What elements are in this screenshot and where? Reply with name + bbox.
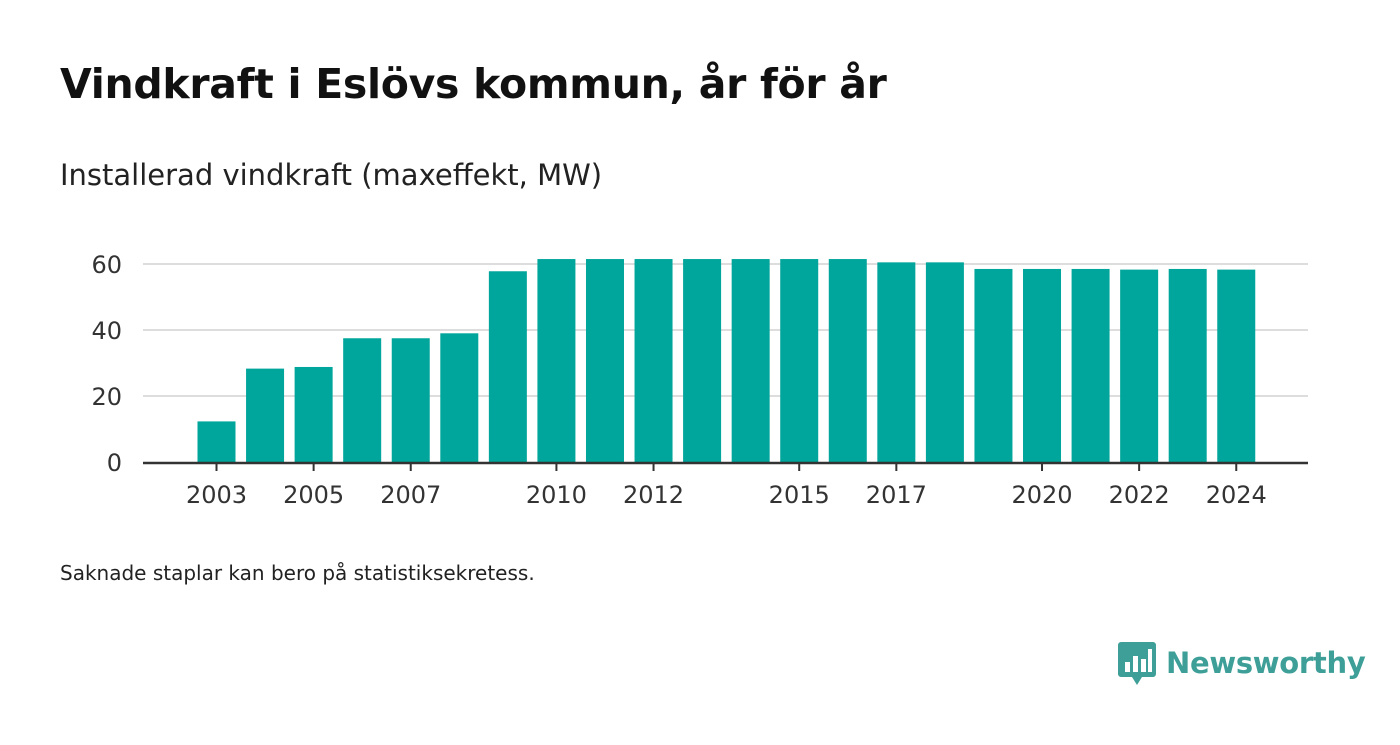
bar-2008 [440, 333, 479, 462]
bar-2012 [634, 259, 673, 462]
y-tick-labels: 0 20 40 60 [91, 251, 122, 477]
bar-2003 [197, 421, 236, 462]
bar-2009 [488, 271, 527, 462]
x-tick-label: 2022 [1109, 481, 1170, 509]
x-tick-label: 2017 [866, 481, 927, 509]
x-tick-label: 2007 [380, 481, 441, 509]
bar-2005 [294, 366, 333, 462]
brand-name: Newsworthy [1166, 646, 1366, 680]
bar-chart: 0 20 40 60 2003 2005 2007 2010 2012 2015 2017 2020… [91, 251, 1308, 509]
bar-2007 [391, 338, 430, 462]
x-tick-label: 2024 [1206, 481, 1267, 509]
x-tick-label: 2020 [1011, 481, 1072, 509]
x-tick-label: 2005 [283, 481, 344, 509]
bar-2017 [877, 262, 916, 462]
bar-chart-logo-icon [1118, 642, 1156, 685]
grid-lines [143, 263, 1308, 397]
chart-title: Vindkraft i Eslövs kommun, år för år [60, 60, 887, 108]
bar-2020 [1023, 268, 1062, 462]
x-tick-label: 2010 [526, 481, 587, 509]
bar-2016 [828, 259, 867, 462]
bar-2014 [731, 259, 770, 462]
x-tick-label: 2015 [769, 481, 830, 509]
bar-2021 [1071, 268, 1110, 462]
bars [197, 259, 1256, 462]
x-tick-label: 2012 [623, 481, 684, 509]
y-tick-label: 60 [91, 251, 122, 279]
y-tick-label: 0 [107, 449, 122, 477]
bar-2023 [1168, 268, 1207, 462]
bar-2022 [1120, 269, 1159, 462]
x-tick-labels: 2003 2005 2007 2010 2012 2015 2017 2020 2022 2024 [186, 462, 1267, 509]
bar-2004 [246, 368, 285, 462]
brand-logo: Newsworthy [1118, 640, 1366, 686]
bar-2006 [343, 338, 382, 462]
bar-2015 [780, 259, 819, 462]
footnote: Saknade staplar kan bero på statistiksek… [60, 561, 535, 585]
bar-2024 [1217, 269, 1256, 462]
bar-2010 [537, 259, 576, 462]
y-tick-label: 40 [91, 317, 122, 345]
bar-2011 [585, 259, 624, 462]
chart-subtitle: Installerad vindkraft (maxeffekt, MW) [60, 158, 603, 192]
bar-2018 [925, 262, 964, 462]
x-tick-label: 2003 [186, 481, 247, 509]
bar-2019 [974, 268, 1013, 462]
bar-2013 [683, 259, 722, 462]
y-tick-label: 20 [91, 383, 122, 411]
